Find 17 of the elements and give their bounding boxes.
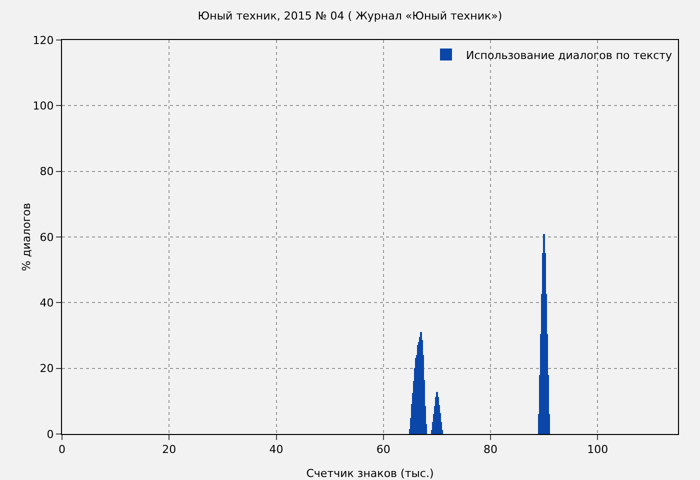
y-axis-title: % диалогов: [20, 202, 33, 272]
x-tick-label: 60: [376, 443, 390, 456]
x-axis-title: Счетчик знаков (тыс.): [306, 467, 434, 480]
x-tick-label: 20: [162, 443, 176, 456]
y-tick-label: 100: [32, 100, 54, 113]
y-tick-label: 0: [46, 428, 54, 441]
y-tick-label: 20: [40, 362, 54, 376]
x-tick-label: 80: [484, 443, 498, 456]
y-tick-label: 60: [40, 230, 54, 244]
x-tick-label: 40: [269, 443, 284, 456]
chart-title: Юный техник, 2015 № 04 ( Журнал «Юный техник»): [198, 10, 502, 23]
x-tick-label: 0: [58, 443, 66, 456]
x-tick-label: 100: [587, 443, 608, 456]
legend-label: Использование диалогов по тексту: [466, 48, 673, 62]
y-tick-label: 80: [40, 165, 54, 178]
y-tick-label: 40: [40, 296, 54, 310]
y-tick-label: 120: [32, 34, 54, 47]
